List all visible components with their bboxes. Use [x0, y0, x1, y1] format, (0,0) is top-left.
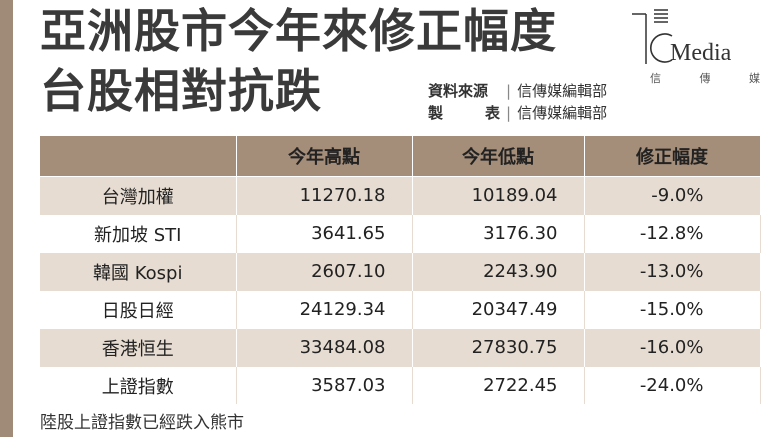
table-row: 日股日經 24129.34 20347.49 -15.0%	[40, 290, 761, 329]
table-row: 香港恒生 33484.08 27830.75 -16.0%	[40, 328, 761, 367]
year-low-value: 2243.90	[412, 252, 585, 291]
made-by-value: 信傳媒編輯部	[517, 104, 608, 122]
header-index	[40, 136, 237, 177]
table-row: 上證指數 3587.03 2722.45 -24.0%	[40, 366, 761, 404]
correction-value: -15.0%	[584, 290, 761, 329]
year-low-value: 27830.75	[412, 328, 585, 367]
source-credits: 資料來源 | 信傳媒編輯部 製 表 | 信傳媒編輯部	[428, 80, 607, 124]
separator: |	[506, 104, 512, 122]
data-source-value: 信傳媒編輯部	[517, 82, 608, 100]
headline-line-1: 亞洲股市今年來修正幅度	[40, 4, 557, 58]
data-source-label: 資料來源	[428, 82, 489, 100]
year-high-value: 2607.10	[236, 252, 413, 291]
header-year-low: 今年低點	[412, 136, 585, 177]
left-accent-bar	[0, 0, 13, 437]
index-correction-table: 今年高點 今年低點 修正幅度 台灣加權 11270.18 10189.04 -9…	[40, 136, 761, 404]
index-name: 台灣加權	[40, 176, 237, 215]
year-low-value: 10189.04	[412, 176, 585, 215]
footnote: 陸股上證指數已經跌入熊市	[40, 413, 244, 433]
index-name: 上證指數	[40, 366, 237, 404]
year-low-value: 20347.49	[412, 290, 585, 329]
table-row: 台灣加權 11270.18 10189.04 -9.0%	[40, 176, 761, 215]
year-high-value: 3587.03	[236, 366, 413, 404]
correction-value: -9.0%	[584, 176, 761, 215]
headline-line-2: 台股相對抗跌	[40, 64, 322, 118]
index-name: 韓國 Kospi	[40, 252, 237, 291]
table-row: 韓國 Kospi 2607.10 2243.90 -13.0%	[40, 252, 761, 291]
table-row: 新加坡 STI 3641.65 3176.30 -12.8%	[40, 214, 761, 253]
made-by-row: 製 表 | 信傳媒編輯部	[428, 102, 607, 124]
data-source-row: 資料來源 | 信傳媒編輯部	[428, 80, 607, 102]
header-year-high: 今年高點	[236, 136, 413, 177]
logo-mark-icon: Media	[632, 9, 732, 66]
logo-subtitle: 信 傳 媒	[650, 72, 760, 85]
year-low-value: 2722.45	[412, 366, 585, 404]
made-by-label: 製 表	[428, 104, 500, 122]
year-high-value: 11270.18	[236, 176, 413, 215]
index-name: 日股日經	[40, 290, 237, 329]
correction-value: -24.0%	[584, 366, 761, 404]
correction-value: -13.0%	[584, 252, 761, 291]
correction-value: -16.0%	[584, 328, 761, 367]
cmedia-logo: Media 信 傳 媒	[628, 6, 768, 86]
index-name: 新加坡 STI	[40, 214, 237, 253]
year-high-value: 33484.08	[236, 328, 413, 367]
year-low-value: 3176.30	[412, 214, 585, 253]
year-high-value: 24129.34	[236, 290, 413, 329]
header-correction: 修正幅度	[584, 136, 761, 177]
correction-value: -12.8%	[584, 214, 761, 253]
table-header-row: 今年高點 今年低點 修正幅度	[40, 136, 761, 177]
svg-text:Media: Media	[670, 40, 732, 66]
index-name: 香港恒生	[40, 328, 237, 367]
year-high-value: 3641.65	[236, 214, 413, 253]
separator: |	[506, 82, 512, 100]
